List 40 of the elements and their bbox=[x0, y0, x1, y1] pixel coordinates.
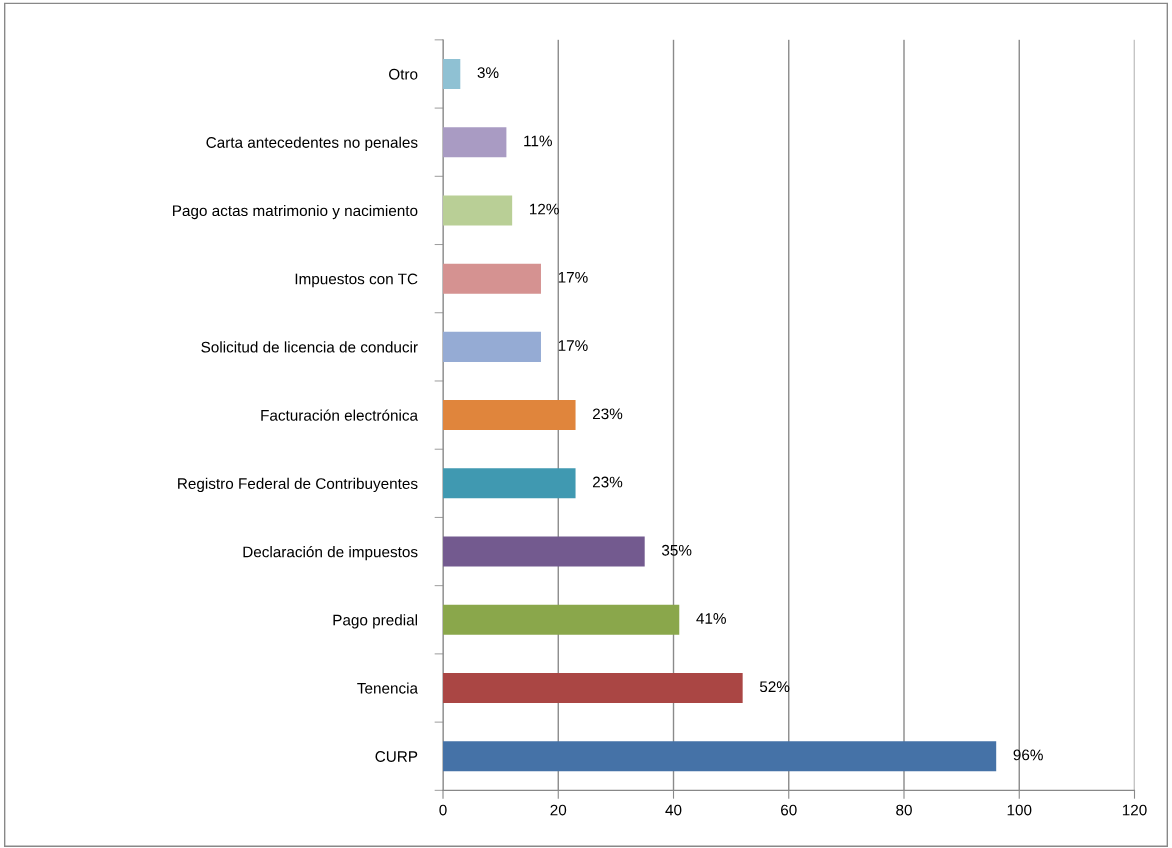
data-label: 35% bbox=[661, 544, 692, 556]
x-tick-label: 100 bbox=[1007, 804, 1032, 816]
bar bbox=[443, 604, 680, 635]
data-label: 52% bbox=[759, 681, 790, 693]
data-label: 41% bbox=[696, 613, 726, 624]
y-tick-label: Solicitud de licencia de conducir bbox=[201, 341, 418, 353]
bar bbox=[443, 400, 576, 431]
x-tick-label: 20 bbox=[550, 804, 567, 816]
bar bbox=[443, 536, 645, 567]
y-tick-label: CURP bbox=[375, 751, 418, 762]
y-tick-label: Pago predial bbox=[333, 614, 417, 629]
data-label: 11% bbox=[524, 135, 552, 147]
x-tick-label: 0 bbox=[439, 804, 447, 816]
y-tick-label: Otro bbox=[389, 68, 418, 80]
bar bbox=[443, 741, 997, 772]
bar bbox=[443, 58, 461, 89]
x-tick-label: 60 bbox=[781, 804, 797, 816]
x-tick-label: 80 bbox=[896, 804, 912, 816]
y-tick-label: Declaración de impuestos bbox=[243, 545, 418, 561]
y-tick-label: Registro Federal de Contribuyentes bbox=[178, 477, 418, 493]
data-label: 96% bbox=[1013, 749, 1043, 761]
bar bbox=[443, 127, 507, 158]
y-tick-label: Tenencia bbox=[357, 682, 419, 694]
x-tick-label: 40 bbox=[665, 804, 682, 816]
data-label: 23% bbox=[592, 476, 623, 488]
data-label: 3% bbox=[477, 67, 499, 79]
bar bbox=[443, 672, 743, 704]
y-tick-label: Pago actas matrimonio y nacimiento bbox=[173, 204, 418, 220]
y-tick-label: Carta antecedentes no penales bbox=[206, 136, 418, 151]
data-label: 12% bbox=[530, 203, 559, 215]
data-label: 23% bbox=[592, 408, 623, 420]
bar bbox=[443, 195, 513, 226]
data-label: 17% bbox=[558, 340, 588, 351]
bar bbox=[443, 263, 541, 294]
data-label: 17% bbox=[558, 271, 588, 283]
y-tick-label: Facturación electrónica bbox=[261, 409, 419, 421]
x-tick-label: 120 bbox=[1122, 804, 1147, 816]
bar bbox=[443, 468, 576, 499]
y-tick-label: Impuestos con TC bbox=[295, 273, 418, 288]
bar bbox=[443, 331, 541, 362]
